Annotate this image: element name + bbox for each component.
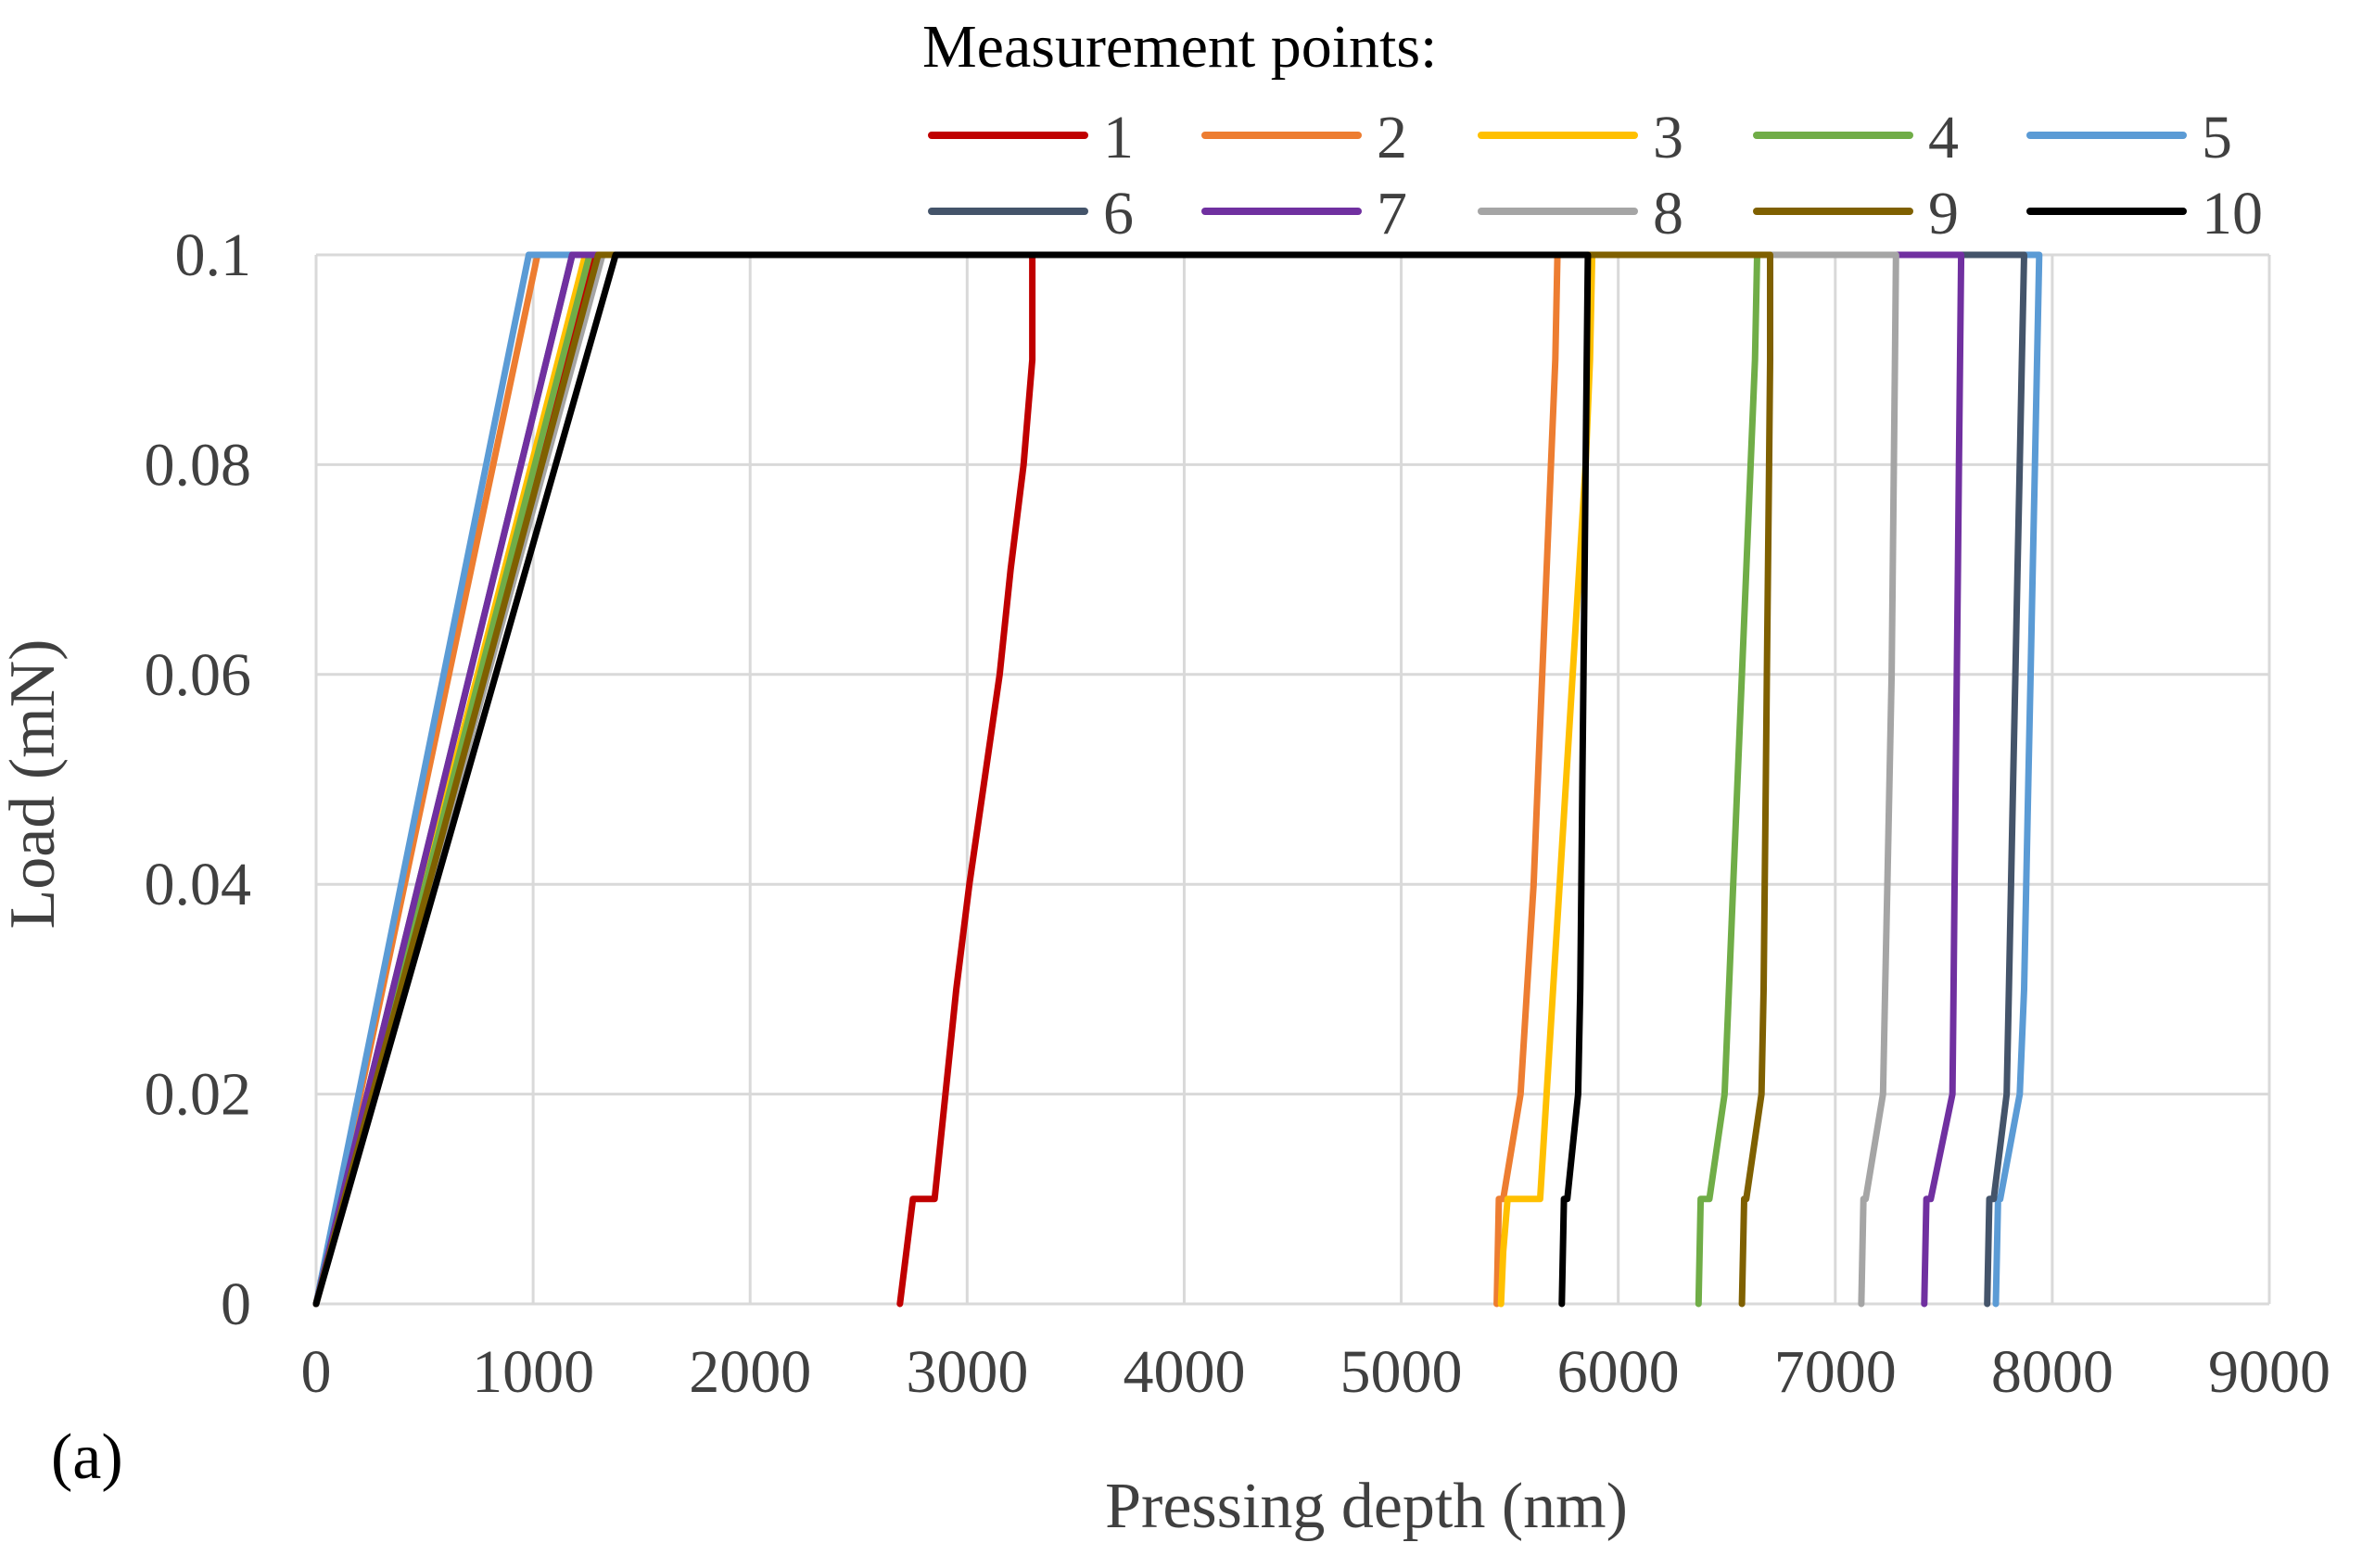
series-line-1	[312, 251, 1036, 1308]
series-line-4	[312, 251, 1760, 1308]
x-tick-label: 5000	[1340, 1338, 1463, 1406]
legend-label-1: 1	[1103, 104, 1134, 171]
series-line-6	[312, 251, 2027, 1308]
tick-labels: 0 1000 2000 3000 4000 5000 6000 7000 8000 9000 0 0.…	[145, 221, 2331, 1406]
y-tick-label: 0.04	[145, 851, 252, 918]
series-line-8	[312, 251, 1899, 1308]
x-tick-label: 6000	[1557, 1338, 1680, 1406]
series-line-3	[312, 251, 1596, 1308]
y-axis-label: Load (mN)	[0, 639, 69, 929]
x-axis-label: Pressing depth (nm)	[1105, 1471, 1628, 1542]
legend-label-5: 5	[2202, 104, 2232, 171]
x-tick-label: 1000	[472, 1338, 594, 1406]
legend-label-8: 8	[1653, 180, 1683, 247]
legend-label-10: 10	[2202, 180, 2263, 247]
x-tick-label: 4000	[1123, 1338, 1245, 1406]
series-line-7	[312, 251, 1965, 1308]
legend: 1 2 3 4 5 6 7 8 9 10	[928, 104, 2263, 247]
legend-label-7: 7	[1377, 180, 1407, 247]
y-tick-label: 0	[221, 1271, 251, 1338]
y-tick-label: 0.1	[175, 221, 252, 289]
x-tick-label: 9000	[2208, 1338, 2330, 1406]
x-tick-label: 8000	[1991, 1338, 2114, 1406]
series-line-2	[312, 251, 1561, 1308]
legend-label-3: 3	[1653, 104, 1683, 171]
x-tick-label: 7000	[1774, 1338, 1897, 1406]
legend-label-2: 2	[1377, 104, 1407, 171]
panel-label: (a)	[51, 1422, 123, 1493]
series-lines	[312, 251, 2043, 1308]
x-tick-label: 2000	[689, 1338, 811, 1406]
x-tick-label: 0	[301, 1338, 332, 1406]
series-line-5	[312, 251, 2043, 1308]
y-tick-label: 0.06	[145, 641, 252, 709]
legend-label-9: 9	[1928, 180, 1959, 247]
series-line-10	[312, 251, 1592, 1308]
y-tick-label: 0.02	[145, 1061, 252, 1129]
legend-label-4: 4	[1928, 104, 1959, 171]
grid-lines	[314, 253, 2271, 1306]
x-tick-label: 3000	[906, 1338, 1028, 1406]
y-tick-label: 0.08	[145, 431, 252, 499]
legend-title: Measurement points:	[922, 13, 1437, 81]
series-line-9	[312, 251, 1773, 1308]
legend-label-6: 6	[1103, 180, 1134, 247]
